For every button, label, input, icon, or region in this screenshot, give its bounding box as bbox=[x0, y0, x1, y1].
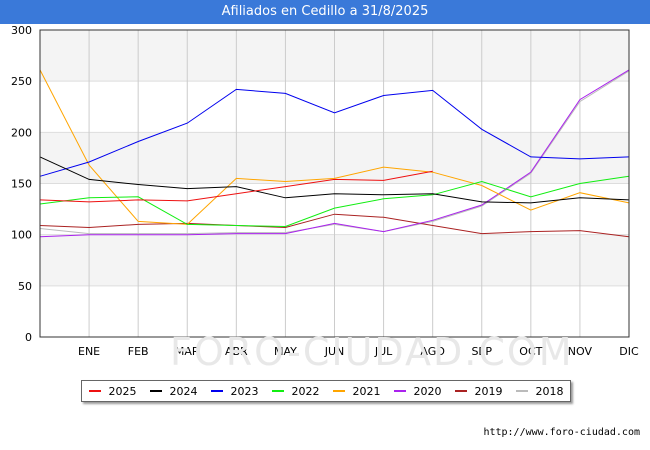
legend-item-2024: 2024 bbox=[149, 384, 198, 398]
y-tick-label: 50 bbox=[18, 280, 32, 293]
x-tick-label: DIC bbox=[619, 345, 639, 358]
legend-swatch bbox=[332, 390, 345, 392]
footer-url: http://www.foro-ciudad.com bbox=[483, 427, 640, 438]
legend-item-2019: 2019 bbox=[454, 384, 503, 398]
series-line-2025 bbox=[39, 170, 433, 203]
series-line-2022 bbox=[39, 175, 630, 228]
legend-swatch bbox=[149, 390, 162, 392]
y-tick-label: 300 bbox=[11, 24, 32, 37]
x-tick-label: ABR bbox=[225, 345, 248, 358]
x-tick-label: ENE bbox=[78, 345, 100, 358]
y-tick-label: 150 bbox=[11, 178, 32, 191]
legend-item-2022: 2022 bbox=[271, 384, 320, 398]
x-tick-label: OCT bbox=[519, 345, 542, 358]
legend-label: 2021 bbox=[352, 384, 381, 398]
legend-item-2020: 2020 bbox=[393, 384, 442, 398]
series-line-2024 bbox=[39, 156, 630, 204]
y-tick-label: 0 bbox=[25, 331, 32, 344]
x-tick-label: FEB bbox=[128, 345, 149, 358]
series-line-2023 bbox=[39, 88, 630, 177]
legend-label: 2025 bbox=[108, 384, 137, 398]
y-tick-label: 250 bbox=[11, 75, 32, 88]
x-axis-ticks: ENE FEB MAR ABR MAY JUN JUL AGO SEP OCT NOV DIC bbox=[78, 345, 639, 358]
plot-frame bbox=[39, 29, 630, 338]
x-tick-label: NOV bbox=[568, 345, 593, 358]
x-tick-label: MAR bbox=[175, 345, 200, 358]
legend-label: 2022 bbox=[291, 384, 320, 398]
legend-swatch bbox=[393, 390, 406, 392]
x-tick-label: AGO bbox=[420, 345, 445, 358]
x-tick-label: SEP bbox=[471, 345, 492, 358]
legend-swatch bbox=[88, 390, 101, 392]
legend-item-2025: 2025 bbox=[88, 384, 137, 398]
legend-label: 2019 bbox=[474, 384, 503, 398]
series-line-2020 bbox=[39, 69, 630, 238]
series-lines bbox=[39, 69, 630, 238]
x-tick-label: JUL bbox=[374, 345, 393, 358]
y-tick-label: 200 bbox=[11, 126, 32, 139]
series-line-2018 bbox=[39, 70, 630, 235]
legend-item-2023: 2023 bbox=[210, 384, 259, 398]
legend-swatch bbox=[271, 390, 284, 392]
chart-title: Afiliados en Cedillo a 31/8/2025 bbox=[0, 0, 650, 24]
y-axis-ticks: 0 50 100 150 200 250 300 bbox=[11, 24, 32, 344]
chart-legend: 2025 2024 2023 2022 2021 2020 2019 2018 bbox=[81, 380, 571, 402]
legend-swatch bbox=[454, 390, 467, 392]
legend-label: 2024 bbox=[169, 384, 198, 398]
series-line-2021 bbox=[39, 69, 630, 225]
legend-item-2021: 2021 bbox=[332, 384, 381, 398]
legend-swatch bbox=[210, 390, 223, 392]
x-tick-label: MAY bbox=[274, 345, 297, 358]
legend-swatch bbox=[515, 390, 528, 392]
legend-label: 2018 bbox=[535, 384, 564, 398]
legend-item-2018: 2018 bbox=[515, 384, 564, 398]
legend-label: 2023 bbox=[230, 384, 259, 398]
legend-label: 2020 bbox=[413, 384, 442, 398]
series-line-2019 bbox=[39, 213, 630, 238]
y-tick-label: 100 bbox=[11, 229, 32, 242]
x-tick-label: JUN bbox=[324, 345, 345, 358]
